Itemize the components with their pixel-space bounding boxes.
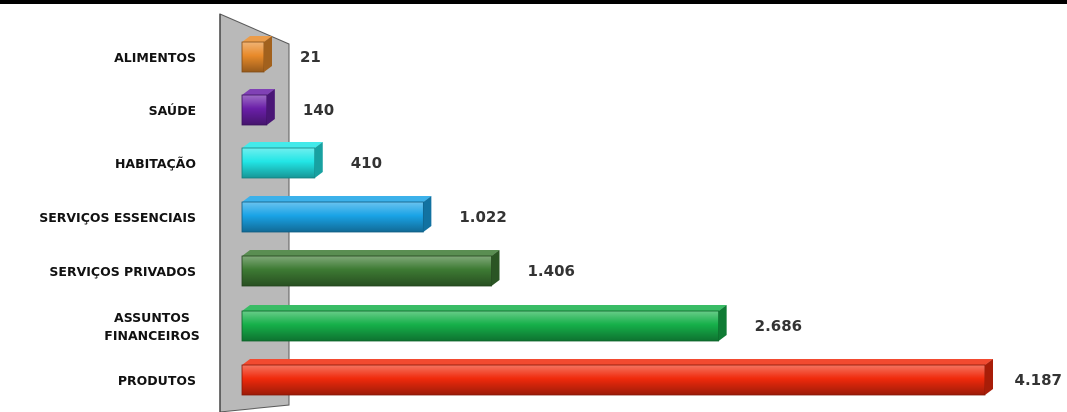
bar-front-face: [241, 201, 424, 233]
value-label: 2.686: [755, 317, 802, 335]
bar-top-face: [242, 89, 275, 95]
category-label: ASSUNTOS FINANCEIROS: [104, 310, 199, 343]
bar-top-face: [242, 305, 727, 311]
category-label: ALIMENTOS: [114, 50, 196, 65]
bar-7: [241, 359, 993, 396]
value-label: 1.406: [528, 262, 575, 280]
bar-front-face: [241, 255, 492, 287]
bar-top-face: [242, 142, 323, 148]
bar-end-face: [491, 250, 500, 286]
bar-end-face: [314, 142, 323, 178]
bar-top-face: [242, 250, 500, 256]
bar-end-face: [985, 359, 993, 395]
category-label: PRODUTOS: [118, 373, 196, 388]
value-label: 140: [303, 101, 334, 119]
bar-end-face: [266, 89, 275, 125]
category-label: SERVIÇOS ESSENCIAIS: [39, 210, 196, 225]
bar-end-face: [264, 36, 272, 72]
bar-end-face: [423, 196, 432, 232]
bar-front-face: [241, 94, 268, 126]
value-label: 410: [351, 154, 382, 172]
value-label: 21: [300, 48, 321, 66]
bar-2: [241, 89, 275, 126]
bar-front-face: [241, 147, 316, 179]
value-label: 4.187: [1015, 371, 1062, 389]
bar-front-face: [241, 310, 720, 342]
value-label: 1.022: [459, 208, 506, 226]
top-border-line: [0, 0, 1067, 4]
bar-top-face: [242, 36, 272, 42]
bar-1: [241, 36, 272, 73]
bar-front-face: [241, 364, 986, 396]
bar-6: [241, 305, 727, 342]
category-label: HABITAÇÃO: [115, 156, 196, 171]
bar-front-face: [241, 41, 265, 73]
category-label: SERVIÇOS PRIVADOS: [49, 264, 196, 279]
bar-end-face: [718, 305, 727, 341]
bar-top-face: [242, 359, 993, 365]
bar-top-face: [242, 196, 432, 202]
bar-4: [241, 196, 432, 233]
category-label: SAÚDE: [149, 103, 196, 118]
bar-3: [241, 142, 323, 179]
bar-5: [241, 250, 500, 287]
